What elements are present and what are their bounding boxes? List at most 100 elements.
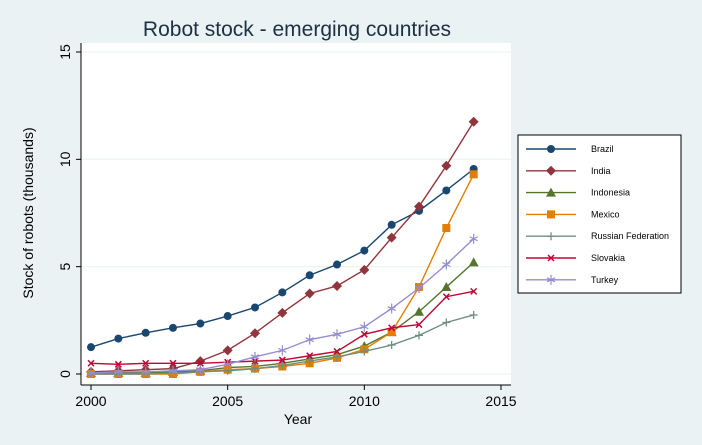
legend-label-mexico: Mexico	[591, 209, 620, 219]
legend-label-indonesia: Indonesia	[591, 188, 630, 198]
y-tick-label: 15	[57, 44, 73, 60]
data-point-indonesia	[441, 282, 452, 292]
data-point-russian-federation	[442, 318, 451, 327]
legend-label-russian-federation: Russian Federation	[591, 231, 669, 241]
data-point-india	[359, 264, 370, 275]
data-point-slovakia	[196, 359, 204, 367]
data-point-slovakia	[360, 330, 368, 338]
data-point-india	[277, 307, 288, 318]
legend-item-indonesia: Indonesia	[526, 187, 630, 198]
legend-label-slovakia: Slovakia	[591, 253, 625, 263]
data-point-slovakia	[333, 347, 341, 355]
legend-item-mexico: Mexico	[526, 209, 620, 219]
plot-area: 0 5 10 15 2000 2005 2010 2015	[57, 43, 517, 409]
data-point-brazil	[278, 288, 287, 297]
data-point-turkey	[223, 359, 232, 370]
plot-background	[81, 43, 511, 385]
x-tick-label: 2010	[349, 393, 380, 409]
chart-title: Robot stock - emerging countries	[143, 18, 451, 41]
data-point-india	[441, 160, 452, 171]
data-point-russian-federation	[387, 341, 396, 350]
legend-label-brazil: Brazil	[591, 144, 614, 154]
x-tick-label: 2000	[75, 393, 106, 409]
data-point-turkey	[114, 366, 123, 377]
legend-marker-brazil	[547, 145, 555, 153]
legend: Brazil India Indonesia Mexico Russian Federa…	[517, 134, 682, 294]
data-point-turkey	[141, 366, 150, 377]
legend-item-slovakia: Slovakia	[526, 253, 625, 263]
data-point-mexico	[442, 224, 451, 233]
data-point-turkey	[360, 321, 369, 332]
data-point-brazil	[360, 246, 369, 255]
data-point-india	[332, 280, 342, 291]
data-point-turkey	[442, 259, 451, 270]
legend-item-turkey: Turkey	[526, 275, 619, 285]
data-point-turkey	[332, 329, 342, 340]
data-point-slovakia	[114, 360, 122, 368]
data-point-turkey	[250, 351, 260, 362]
data-point-brazil	[196, 319, 205, 328]
data-point-turkey	[196, 364, 205, 375]
data-point-slovakia	[87, 359, 95, 367]
data-point-india	[386, 232, 397, 243]
data-point-brazil	[169, 323, 177, 332]
legend-marker-slovakia	[547, 254, 555, 262]
data-point-russian-federation	[251, 364, 259, 373]
data-point-turkey	[414, 283, 424, 294]
legend-marker-india	[546, 165, 556, 176]
data-point-brazil	[305, 271, 314, 280]
series-turkey	[86, 233, 478, 378]
legend-label-india: India	[591, 166, 611, 176]
y-tick-label: 0	[57, 370, 73, 378]
x-tick-label: 2015	[485, 393, 516, 409]
data-point-russian-federation	[278, 361, 287, 370]
data-point-slovakia	[169, 359, 177, 367]
data-point-india	[414, 201, 424, 212]
series-slovakia	[87, 287, 478, 368]
data-point-russian-federation	[305, 357, 314, 366]
legend-marker-russian-federation	[547, 232, 555, 241]
x-axis-label: Year	[284, 411, 313, 427]
data-point-indonesia	[414, 306, 424, 316]
data-point-slovakia	[306, 352, 314, 360]
y-tick-label: 5	[57, 263, 73, 271]
legend-item-brazil: Brazil	[526, 144, 614, 154]
data-point-brazil	[114, 334, 123, 343]
data-point-slovakia	[278, 356, 286, 364]
data-point-slovakia	[415, 321, 423, 329]
data-point-slovakia	[470, 287, 478, 295]
data-point-india	[468, 116, 479, 127]
data-point-turkey	[469, 233, 478, 244]
legend-marker-turkey	[546, 274, 556, 285]
data-point-slovakia	[442, 293, 450, 301]
data-point-mexico	[469, 170, 478, 179]
data-point-turkey	[387, 303, 396, 314]
y-tick-label: 10	[57, 151, 73, 167]
data-point-india	[304, 288, 315, 299]
data-point-turkey	[86, 367, 96, 378]
data-point-indonesia	[468, 257, 479, 267]
data-point-slovakia	[142, 359, 150, 367]
data-point-russian-federation	[333, 352, 341, 361]
data-point-brazil	[333, 260, 341, 269]
data-point-brazil	[223, 312, 232, 321]
data-point-russian-federation	[469, 310, 478, 319]
data-point-russian-federation	[415, 331, 423, 340]
data-point-mexico	[387, 328, 396, 337]
data-point-turkey	[278, 345, 287, 356]
legend-marker-indonesia	[546, 187, 556, 197]
data-point-turkey	[305, 334, 314, 345]
data-point-brazil	[87, 343, 95, 352]
x-tick-label: 2005	[212, 393, 243, 409]
data-point-brazil	[251, 303, 259, 312]
data-point-russian-federation	[360, 347, 369, 356]
data-point-brazil	[442, 186, 451, 195]
data-point-brazil	[387, 220, 396, 229]
legend-item-india: India	[526, 165, 611, 176]
data-point-slovakia	[388, 324, 396, 332]
data-point-turkey	[168, 365, 178, 376]
legend-item-russian-federation: Russian Federation	[526, 231, 669, 241]
legend-label-turkey: Turkey	[591, 275, 619, 285]
data-point-brazil	[141, 328, 150, 337]
